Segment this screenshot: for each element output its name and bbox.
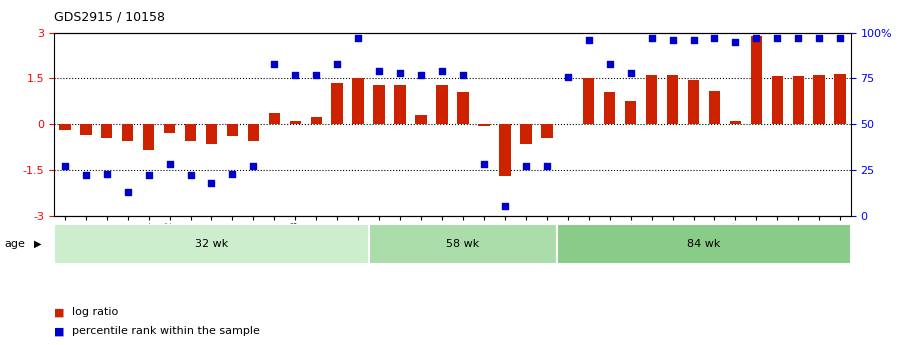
Text: 84 wk: 84 wk — [687, 239, 720, 249]
Bar — [604, 92, 615, 124]
Bar — [310, 118, 322, 124]
Bar — [415, 115, 427, 124]
Point — [141, 172, 156, 178]
Bar — [688, 80, 700, 124]
Bar — [226, 124, 238, 136]
Bar — [729, 120, 741, 124]
Bar — [750, 36, 762, 124]
Point — [414, 72, 428, 78]
Bar — [80, 124, 91, 135]
Point — [560, 74, 575, 79]
Point — [246, 164, 261, 169]
Bar — [478, 124, 490, 126]
Point — [79, 172, 93, 178]
Point — [120, 189, 135, 195]
Point — [812, 36, 826, 41]
Bar — [59, 124, 71, 130]
Text: ■: ■ — [54, 307, 65, 317]
Point — [707, 36, 721, 41]
Point — [393, 70, 407, 76]
Point — [833, 36, 847, 41]
Bar — [772, 76, 783, 124]
Point — [791, 36, 805, 41]
Text: GDS2915 / 10158: GDS2915 / 10158 — [54, 10, 166, 23]
Bar — [290, 120, 301, 124]
Point — [603, 61, 617, 67]
Point — [434, 68, 449, 74]
Point — [498, 204, 512, 209]
Bar — [793, 76, 804, 124]
Bar — [269, 112, 281, 124]
Text: age: age — [5, 239, 25, 249]
Point — [288, 72, 302, 78]
Bar — [101, 124, 112, 138]
Bar — [646, 76, 657, 124]
Bar — [834, 74, 846, 124]
Point — [184, 172, 198, 178]
Bar — [143, 124, 155, 150]
Point — [58, 164, 72, 169]
Point — [624, 70, 638, 76]
Point — [225, 171, 240, 176]
Bar — [541, 124, 553, 138]
Point — [665, 37, 680, 43]
Point — [162, 162, 176, 167]
Bar — [331, 83, 343, 124]
Bar — [667, 76, 679, 124]
Point — [686, 37, 700, 43]
Bar — [624, 101, 636, 124]
Point — [267, 61, 281, 67]
Point — [456, 72, 471, 78]
Text: 32 wk: 32 wk — [195, 239, 228, 249]
Point — [519, 164, 533, 169]
Bar — [164, 124, 176, 133]
Bar — [395, 85, 405, 124]
Text: 58 wk: 58 wk — [446, 239, 480, 249]
Bar — [583, 78, 595, 124]
Point — [351, 36, 366, 41]
Point — [100, 171, 114, 176]
Bar — [557, 224, 851, 264]
Point — [749, 36, 764, 41]
Bar — [54, 224, 368, 264]
Point — [770, 36, 785, 41]
Bar — [185, 124, 196, 141]
Bar — [368, 224, 557, 264]
Point — [582, 37, 596, 43]
Text: ▶: ▶ — [34, 239, 42, 249]
Bar — [122, 124, 133, 141]
Bar — [709, 91, 720, 124]
Bar — [374, 85, 385, 124]
Bar — [520, 124, 531, 144]
Text: percentile rank within the sample: percentile rank within the sample — [72, 326, 261, 336]
Bar — [436, 85, 448, 124]
Point — [330, 61, 345, 67]
Point — [729, 39, 743, 45]
Bar — [205, 124, 217, 144]
Bar — [500, 124, 510, 176]
Point — [372, 68, 386, 74]
Point — [539, 164, 554, 169]
Point — [644, 36, 659, 41]
Text: log ratio: log ratio — [72, 307, 119, 317]
Point — [477, 162, 491, 167]
Bar — [248, 124, 259, 141]
Point — [205, 180, 219, 186]
Point — [309, 72, 323, 78]
Bar — [814, 75, 825, 124]
Text: ■: ■ — [54, 326, 65, 336]
Bar — [352, 78, 364, 124]
Bar — [457, 92, 469, 124]
